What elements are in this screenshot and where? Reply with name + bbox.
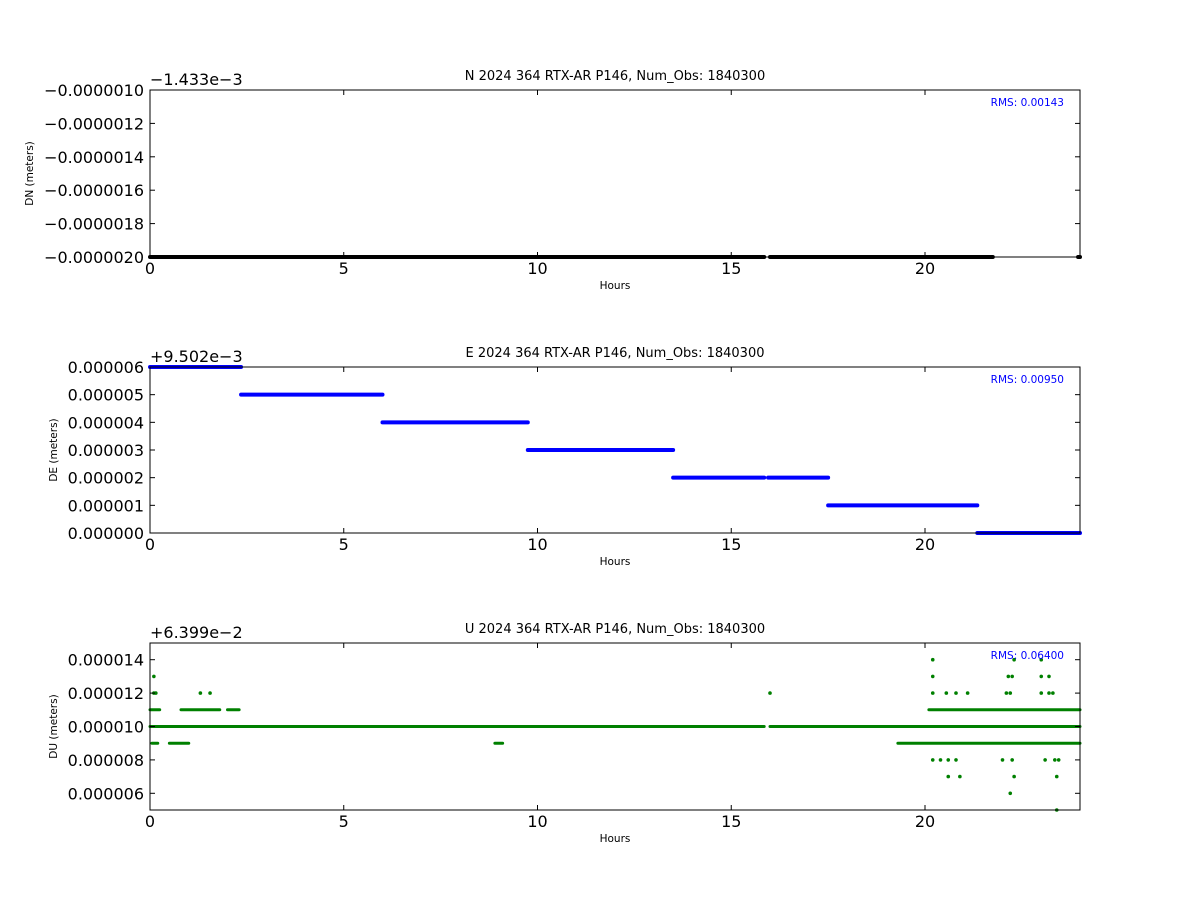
panel-u-point (1051, 691, 1055, 695)
panel-n-ytick-label: −0.0000012 (44, 114, 144, 133)
panel-n-xtick-label: 5 (339, 259, 349, 278)
panel-u-offset-label: +6.399e−2 (150, 623, 243, 642)
panel-u-point (930, 758, 935, 762)
panel-u-point (1012, 657, 1016, 662)
panel-n-xtick-label: 20 (915, 259, 935, 278)
panel-u-point (1004, 691, 1009, 695)
panel-n-ytick-label: −0.0000014 (44, 148, 144, 167)
panel-u-point (954, 758, 958, 762)
panel-e-ytick-label: 0.000005 (68, 386, 144, 405)
panel-n-xtick-label: 10 (527, 259, 547, 278)
panel-u-point (1047, 674, 1051, 679)
panel-u-xtick-label: 0 (145, 812, 155, 831)
panel-e-xtick-label: 5 (339, 535, 349, 554)
panel-u-point (1056, 758, 1061, 762)
panel-n-xlabel: Hours (600, 280, 631, 292)
panel-u-point (944, 691, 949, 695)
panel-u-point (1054, 774, 1059, 779)
panel-u-point (1012, 774, 1016, 779)
panel-u-point (1008, 691, 1013, 695)
panel-u-point (1000, 758, 1005, 762)
panel-u-xtick-label: 5 (339, 812, 349, 831)
panel-u-point (1010, 758, 1014, 762)
panel-u-rms-label: RMS: 0.06400 (991, 650, 1064, 662)
panel-u-point (1047, 691, 1051, 695)
panel-e-xtick-label: 20 (915, 535, 935, 554)
panel-e-xtick-label: 0 (145, 535, 155, 554)
panel-e-xtick-label: 15 (721, 535, 741, 554)
panel-u-title: U 2024 364 RTX-AR P146, Num_Obs: 1840300 (465, 622, 765, 637)
panel-e-ytick-label: 0.000002 (68, 469, 144, 488)
panel-n: 0 5 10 15 20 −0.0000010 −0.0000012 −0.0000014 −0… (24, 69, 1082, 292)
panel-u-point (930, 691, 935, 695)
panel-u-point (1043, 758, 1047, 762)
panel-n-ytick-label: −0.0000018 (44, 215, 144, 234)
panel-e-title: E 2024 364 RTX-AR P146, Num_Obs: 1840300 (466, 346, 765, 361)
panel-u-point (1039, 657, 1044, 662)
panel-u-xtick-label: 20 (915, 812, 935, 831)
panel-u-point (198, 691, 203, 695)
panel-u-point (152, 674, 156, 679)
panel-n-offset-label: −1.433e−3 (150, 70, 243, 89)
panel-n-ytick-label: −0.0000020 (44, 248, 144, 267)
panel-n-xtick-label: 15 (721, 259, 741, 278)
panel-u-ytick-label: 0.000012 (68, 684, 144, 703)
panel-e-ytick-label: 0.000000 (68, 524, 144, 543)
panel-n-title: N 2024 364 RTX-AR P146, Num_Obs: 1840300 (465, 69, 765, 84)
panel-u-point (930, 674, 935, 679)
panel-u-xtick-label: 15 (721, 812, 741, 831)
panel-u-point (965, 691, 970, 695)
panel-e-offset-label: +9.502e−3 (150, 347, 243, 366)
panel-u-point (946, 774, 951, 779)
panel-u-xtick-label: 10 (527, 812, 547, 831)
panel-n-ylabel: DN (meters) (24, 141, 36, 206)
panel-e-xlabel: Hours (600, 556, 631, 568)
panel-u-ytick-label: 0.000008 (68, 751, 144, 770)
panel-u-point (154, 691, 158, 695)
panel-u-point (958, 774, 962, 779)
panel-u-point (1006, 674, 1011, 679)
panel-u-point (946, 758, 951, 762)
panel-n-ytick-label: −0.0000016 (44, 181, 144, 200)
panel-e-ytick-label: 0.000006 (68, 358, 144, 377)
panel-u-point (1008, 791, 1013, 796)
panel-u-ytick-label: 0.000014 (68, 651, 144, 670)
panel-u-ylabel: DU (meters) (48, 694, 60, 758)
panel-e: 0 5 10 15 20 0.000006 0.000005 0.000004 0.000003… (48, 346, 1082, 568)
panel-u-point (1039, 691, 1044, 695)
panel-u: 0 5 10 15 20 0.000014 0.000012 0.000010 0.000008… (48, 622, 1082, 845)
panel-n-axes-frame (149, 89, 1081, 258)
panel-u-point (1010, 674, 1014, 679)
panel-u-ytick-label: 0.000010 (68, 718, 144, 737)
panel-u-point (930, 657, 935, 662)
panel-u-ytick-label: 0.000006 (68, 784, 144, 803)
panel-e-ylabel: DE (meters) (48, 418, 60, 481)
panel-u-point (954, 691, 958, 695)
panel-e-ytick-label: 0.000004 (68, 413, 144, 432)
panel-u-point (1039, 674, 1044, 679)
panel-e-ytick-label: 0.000001 (68, 496, 144, 515)
panel-e-ytick-label: 0.000003 (68, 441, 144, 460)
panel-u-point (938, 758, 943, 762)
panel-u-point (208, 691, 212, 695)
panel-n-rms-label: RMS: 0.00143 (991, 97, 1064, 109)
panel-u-point (1053, 758, 1057, 762)
panel-u-point (768, 691, 772, 695)
panel-n-ytick-label: −0.0000010 (44, 81, 144, 100)
panel-u-xlabel: Hours (600, 833, 631, 845)
panel-e-xtick-label: 10 (527, 535, 547, 554)
panel-n-xtick-label: 0 (145, 259, 155, 278)
panel-e-rms-label: RMS: 0.00950 (991, 374, 1064, 386)
